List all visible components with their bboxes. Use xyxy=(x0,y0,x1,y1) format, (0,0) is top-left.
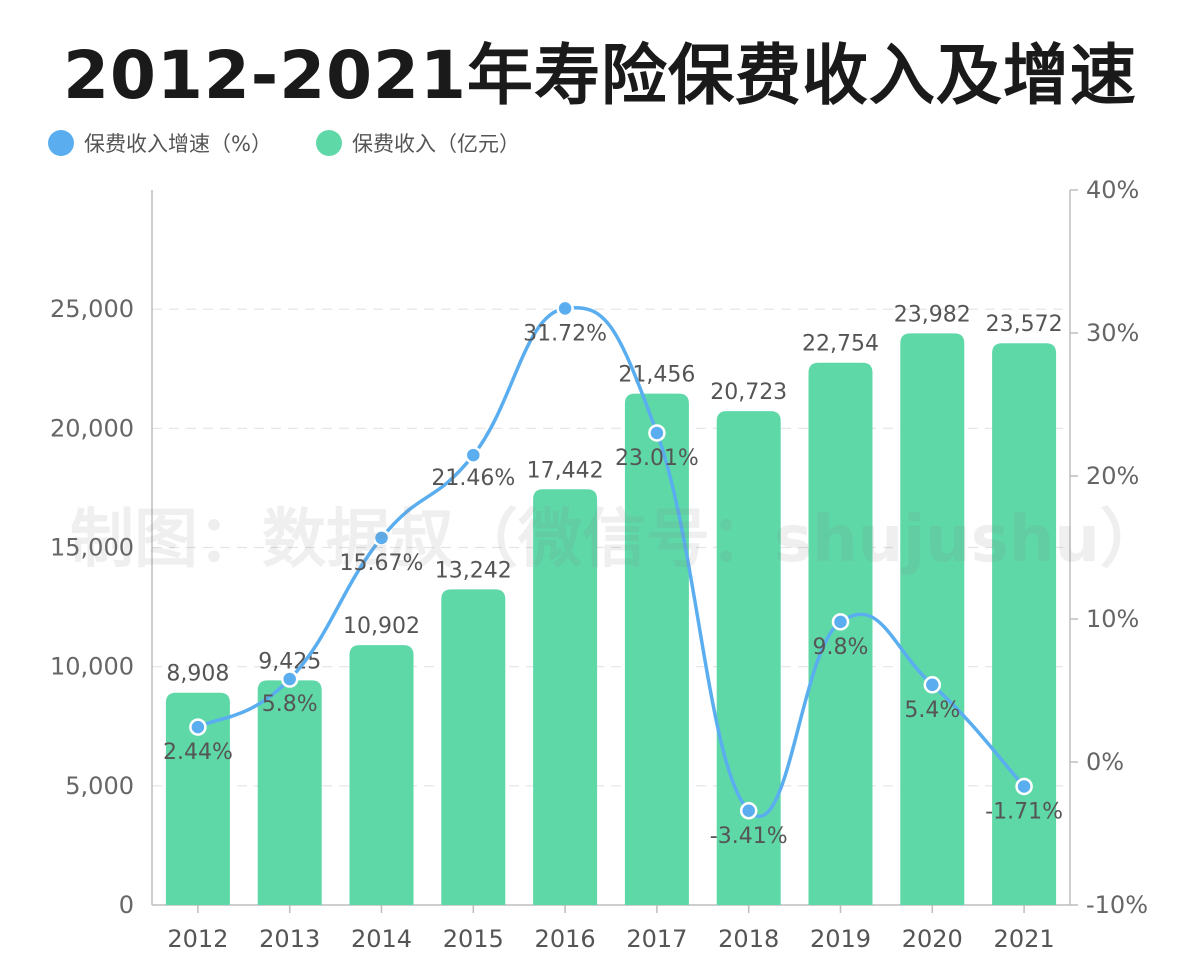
x-tick-label: 2018 xyxy=(718,925,779,953)
y-right-tick-label: 0% xyxy=(1086,748,1124,776)
y-right-tick-label: 20% xyxy=(1086,462,1139,490)
x-tick-label: 2020 xyxy=(902,925,963,953)
legend-item-growth[interactable]: 保费收入增速（%） xyxy=(48,128,272,158)
bar-value-label: 17,442 xyxy=(527,458,604,483)
legend-label-growth: 保费收入增速（%） xyxy=(84,132,272,156)
bar xyxy=(257,680,322,905)
y-right-tick-label: 40% xyxy=(1086,176,1139,204)
x-tick-label: 2017 xyxy=(626,925,687,953)
growth-line xyxy=(197,305,1026,818)
y-right-tick-label: 30% xyxy=(1086,319,1139,347)
x-tick-label: 2013 xyxy=(259,925,320,953)
y-left-tick-label: 15,000 xyxy=(50,534,134,562)
line-point xyxy=(280,670,299,688)
bar xyxy=(992,343,1057,905)
line-value-label: 31.72% xyxy=(523,321,607,346)
line-value-label: 5.4% xyxy=(904,698,960,723)
x-tick-label: 2014 xyxy=(351,925,412,953)
line-value-label: 2.44% xyxy=(163,740,233,765)
x-tick-label: 2016 xyxy=(535,925,596,953)
legend-item-premium[interactable]: 保费收入（亿元） xyxy=(315,128,520,158)
bar-value-label: 10,902 xyxy=(343,614,420,639)
line-point xyxy=(189,718,207,736)
y-left-tick-label: 20,000 xyxy=(50,414,134,442)
x-tick-label: 2012 xyxy=(167,925,228,953)
bar xyxy=(808,362,873,906)
bar-value-label: 13,242 xyxy=(435,558,512,583)
legend-label-premium: 保费收入（亿元） xyxy=(351,132,520,156)
line-point xyxy=(464,446,483,464)
line-value-label: 23.01% xyxy=(615,446,699,471)
line-point xyxy=(1015,777,1033,796)
legend: 保费收入增速（%） 保费收入（亿元） xyxy=(48,128,564,158)
line-value-label: -1.71% xyxy=(985,799,1063,824)
bar xyxy=(349,645,414,905)
x-tick-label: 2015 xyxy=(443,925,504,953)
line-point xyxy=(831,613,850,631)
line-value-label: 21.46% xyxy=(431,466,515,491)
y-left-tick-label: 5,000 xyxy=(65,772,134,800)
y-right-tick-label: 10% xyxy=(1086,605,1139,633)
y-left-tick-label: 0 xyxy=(119,891,134,919)
bar xyxy=(533,489,598,905)
y-left-tick-label: 25,000 xyxy=(50,295,134,323)
line-point xyxy=(556,299,574,318)
bar xyxy=(441,589,506,905)
legend-marker-premium xyxy=(315,130,342,156)
line-point xyxy=(739,802,758,820)
line-value-label: 9.8% xyxy=(813,635,869,660)
bar xyxy=(624,393,689,905)
line-point xyxy=(372,529,391,547)
bar-value-label: 8,908 xyxy=(166,662,229,687)
bar-value-label: 23,572 xyxy=(986,312,1063,337)
bar xyxy=(165,692,230,905)
x-tick-label: 2021 xyxy=(994,925,1055,953)
y-right-tick-label: -10% xyxy=(1086,891,1148,919)
line-point xyxy=(923,676,942,694)
line-point xyxy=(648,424,666,442)
y-left-tick-label: 10,000 xyxy=(50,653,134,681)
bar-value-label: 23,982 xyxy=(894,302,971,327)
bar-value-label: 20,723 xyxy=(710,380,787,405)
legend-marker-growth xyxy=(48,130,74,156)
line-value-label: 15.67% xyxy=(340,551,424,576)
chart-title: 2012-2021年寿险保费收入及增速 xyxy=(63,37,1137,114)
line-value-label: 5.8% xyxy=(262,692,318,717)
line-value-label: -3.41% xyxy=(710,824,788,849)
x-tick-label: 2019 xyxy=(810,925,871,953)
bar-value-label: 22,754 xyxy=(802,332,879,357)
bar xyxy=(900,333,965,906)
